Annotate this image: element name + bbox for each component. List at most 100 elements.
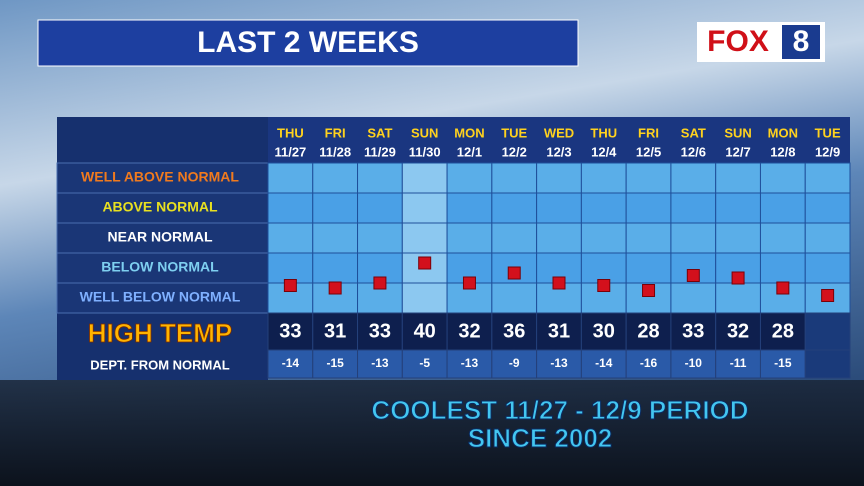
- grid-cell: [804, 162, 851, 194]
- high-temp: 40: [414, 320, 436, 342]
- departure-label: DEPT. FROM NORMAL: [90, 357, 229, 372]
- grid-cell: [491, 282, 538, 314]
- grid-cell: [580, 162, 627, 194]
- temp-cell: [804, 312, 851, 351]
- x-tick-label: THU: [277, 125, 304, 140]
- departure-cell: [670, 349, 717, 379]
- departure-cell: [357, 349, 403, 379]
- temp-cell: [491, 312, 538, 351]
- row-label: WELL ABOVE NORMAL: [81, 169, 239, 185]
- x-tick-label: 11/28: [319, 144, 351, 159]
- grid-cell: [312, 222, 359, 254]
- high-temp: 32: [727, 320, 749, 342]
- logo-badge: [782, 25, 820, 59]
- high-temp: 30: [593, 320, 615, 342]
- grid-cell: [580, 222, 627, 254]
- grid-cell: [715, 252, 761, 284]
- marker: [552, 276, 566, 290]
- x-tick-label: 12/7: [725, 144, 750, 159]
- departure-label: -14: [282, 356, 300, 370]
- row-label: WELL BELOW NORMAL: [80, 289, 241, 305]
- x-tick-label: 12/4: [591, 144, 617, 159]
- high-temp: 32: [458, 320, 480, 342]
- high-temp: 33: [369, 320, 391, 342]
- logo-name: FOX: [707, 25, 769, 58]
- grid-cell: [715, 282, 761, 314]
- departure-label: -10: [685, 356, 703, 370]
- grid-cell: [401, 222, 448, 254]
- x-tick-label: 11/29: [364, 144, 396, 159]
- high-temp: 31: [324, 320, 346, 342]
- grid-cell: [267, 222, 314, 254]
- grid-cell: [625, 222, 672, 254]
- x-tick-label: MON: [454, 125, 484, 140]
- departure-label: -13: [550, 356, 568, 370]
- grid-cell: [491, 222, 538, 254]
- departure-label: -15: [774, 356, 792, 370]
- temp-cell: [267, 312, 314, 351]
- temp-cell: [357, 312, 403, 351]
- departure-cell: [804, 349, 851, 379]
- row-label: ABOVE NORMAL: [102, 199, 218, 215]
- grid-cell: [715, 192, 761, 224]
- temp-cell: [759, 312, 806, 351]
- floor: [0, 380, 864, 486]
- marker: [328, 281, 342, 295]
- grid-cell: [580, 252, 627, 284]
- grid-cell: [267, 192, 314, 224]
- logo-number: 8: [793, 25, 810, 58]
- marker: [642, 284, 656, 297]
- grid-cell: [536, 192, 582, 224]
- grid-cell: [312, 162, 359, 194]
- grid-cell: [625, 192, 672, 224]
- grid-cell: [401, 282, 448, 314]
- grid-cell: [804, 222, 851, 254]
- x-tick-label: SAT: [681, 125, 706, 140]
- high-temp: 28: [637, 320, 659, 342]
- grid-cell: [401, 192, 448, 224]
- grid-cell: [357, 192, 403, 224]
- x-tick-label: WED: [544, 125, 574, 140]
- high-temp: 33: [682, 320, 704, 342]
- x-tick-label: 11/30: [409, 144, 441, 159]
- row-label-cell: [56, 222, 269, 254]
- x-tick-label: TUE: [815, 125, 841, 140]
- grid-cell: [491, 162, 538, 194]
- x-tick-label: 12/8: [770, 144, 795, 159]
- grid-cell: [580, 192, 627, 224]
- marker: [283, 279, 297, 292]
- grid-cell: [715, 162, 761, 194]
- grid-cell: [670, 162, 717, 194]
- x-tick-label: 12/1: [457, 144, 482, 159]
- grid-cell: [759, 192, 806, 224]
- marker: [507, 266, 521, 280]
- grid-cell: [401, 162, 448, 194]
- x-tick-label: THU: [590, 125, 617, 140]
- departure-cell: [715, 349, 761, 379]
- grid-cell: [625, 162, 672, 194]
- high-temp: 36: [503, 320, 525, 342]
- marker: [418, 256, 432, 270]
- header-row: [268, 117, 850, 163]
- x-tick-label: 12/3: [546, 144, 571, 159]
- x-tick-label: 12/2: [502, 144, 527, 159]
- grid-cell: [491, 192, 538, 224]
- grid-cell: [446, 222, 493, 254]
- departure-label: -9: [509, 356, 520, 370]
- x-tick-label: FRI: [638, 125, 659, 140]
- departure-label: -13: [461, 356, 479, 370]
- row-label-cell: [56, 162, 269, 194]
- grid-cell: [267, 162, 314, 194]
- temp-cell: [625, 312, 672, 351]
- departure-label: -11: [730, 356, 747, 370]
- marker: [597, 279, 611, 292]
- grid-cell: [759, 252, 806, 284]
- grid-cell: [536, 162, 582, 194]
- x-tick-label: 12/9: [815, 144, 840, 159]
- departure-label: -13: [371, 356, 389, 370]
- grid-cell: [625, 252, 672, 284]
- marker: [731, 271, 745, 285]
- x-tick-label: FRI: [325, 125, 346, 140]
